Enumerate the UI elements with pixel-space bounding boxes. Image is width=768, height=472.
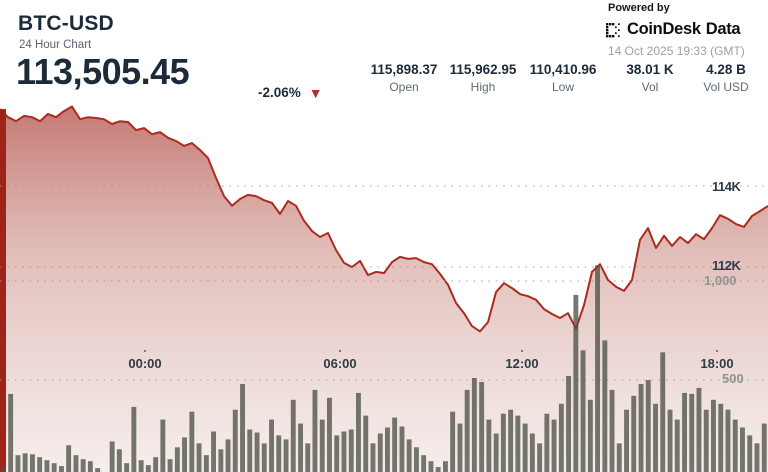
price-change: -2.06% ▼ bbox=[258, 85, 323, 100]
last-price: 113,505.45 bbox=[16, 51, 190, 92]
volume-bars bbox=[1, 265, 767, 472]
stat-vol-usd: 4.28 B Vol USD bbox=[703, 62, 748, 94]
stat-vol: 38.01 K Vol bbox=[626, 62, 673, 94]
stat-value: 110,410.96 bbox=[529, 62, 597, 77]
stat-label: Low bbox=[551, 80, 575, 94]
price-axis-label-112k: 112K bbox=[712, 258, 741, 273]
chart-subtitle: 24 Hour Chart bbox=[19, 39, 92, 51]
logo-word-data: Data bbox=[705, 20, 741, 38]
time-label-1200: 12:00 bbox=[505, 356, 539, 371]
volume-axis-label-500: 500 bbox=[722, 371, 744, 386]
price-axis-label-114k: 114K bbox=[712, 179, 741, 194]
stat-open: 115,898.37 Open bbox=[371, 62, 438, 94]
timestamp: 14 Oct 2025 19:33 (GMT) bbox=[608, 44, 745, 58]
stat-high: 115,962.95 High bbox=[450, 62, 517, 94]
stat-label: Open bbox=[389, 80, 419, 94]
instrument-symbol: BTC-USD bbox=[18, 12, 114, 35]
time-label-1800: 18:00 bbox=[700, 356, 734, 371]
volume-axis-label-1000: 1,000 bbox=[704, 273, 737, 288]
logo-word-coindesk: CoinDesk bbox=[627, 20, 701, 38]
coindesk-data-logo[interactable]: CoinDesk Data bbox=[606, 20, 741, 39]
stat-value: 115,898.37 bbox=[370, 62, 438, 77]
coindesk-logo-icon bbox=[606, 22, 620, 37]
stat-value: 115,962.95 bbox=[449, 62, 517, 77]
series-start-stripe bbox=[0, 109, 6, 472]
price-line bbox=[0, 105, 768, 333]
stat-low: 110,410.96 Low bbox=[530, 62, 597, 94]
stat-label: Vol USD bbox=[703, 80, 749, 94]
time-label-0600: 06:00 bbox=[323, 356, 357, 371]
x-axis-tick-dots bbox=[144, 350, 718, 352]
change-percent: -2.06% bbox=[258, 85, 301, 100]
powered-by-label: Powered by bbox=[608, 2, 670, 14]
stat-value: 4.28 B bbox=[706, 62, 746, 77]
time-label-0000: 00:00 bbox=[128, 356, 162, 371]
stat-label: High bbox=[470, 80, 496, 94]
down-triangle-icon: ▼ bbox=[308, 84, 323, 101]
stat-value: 38.01 K bbox=[626, 62, 674, 77]
stat-label: Vol bbox=[641, 80, 659, 94]
price-area-fill bbox=[0, 106, 768, 472]
